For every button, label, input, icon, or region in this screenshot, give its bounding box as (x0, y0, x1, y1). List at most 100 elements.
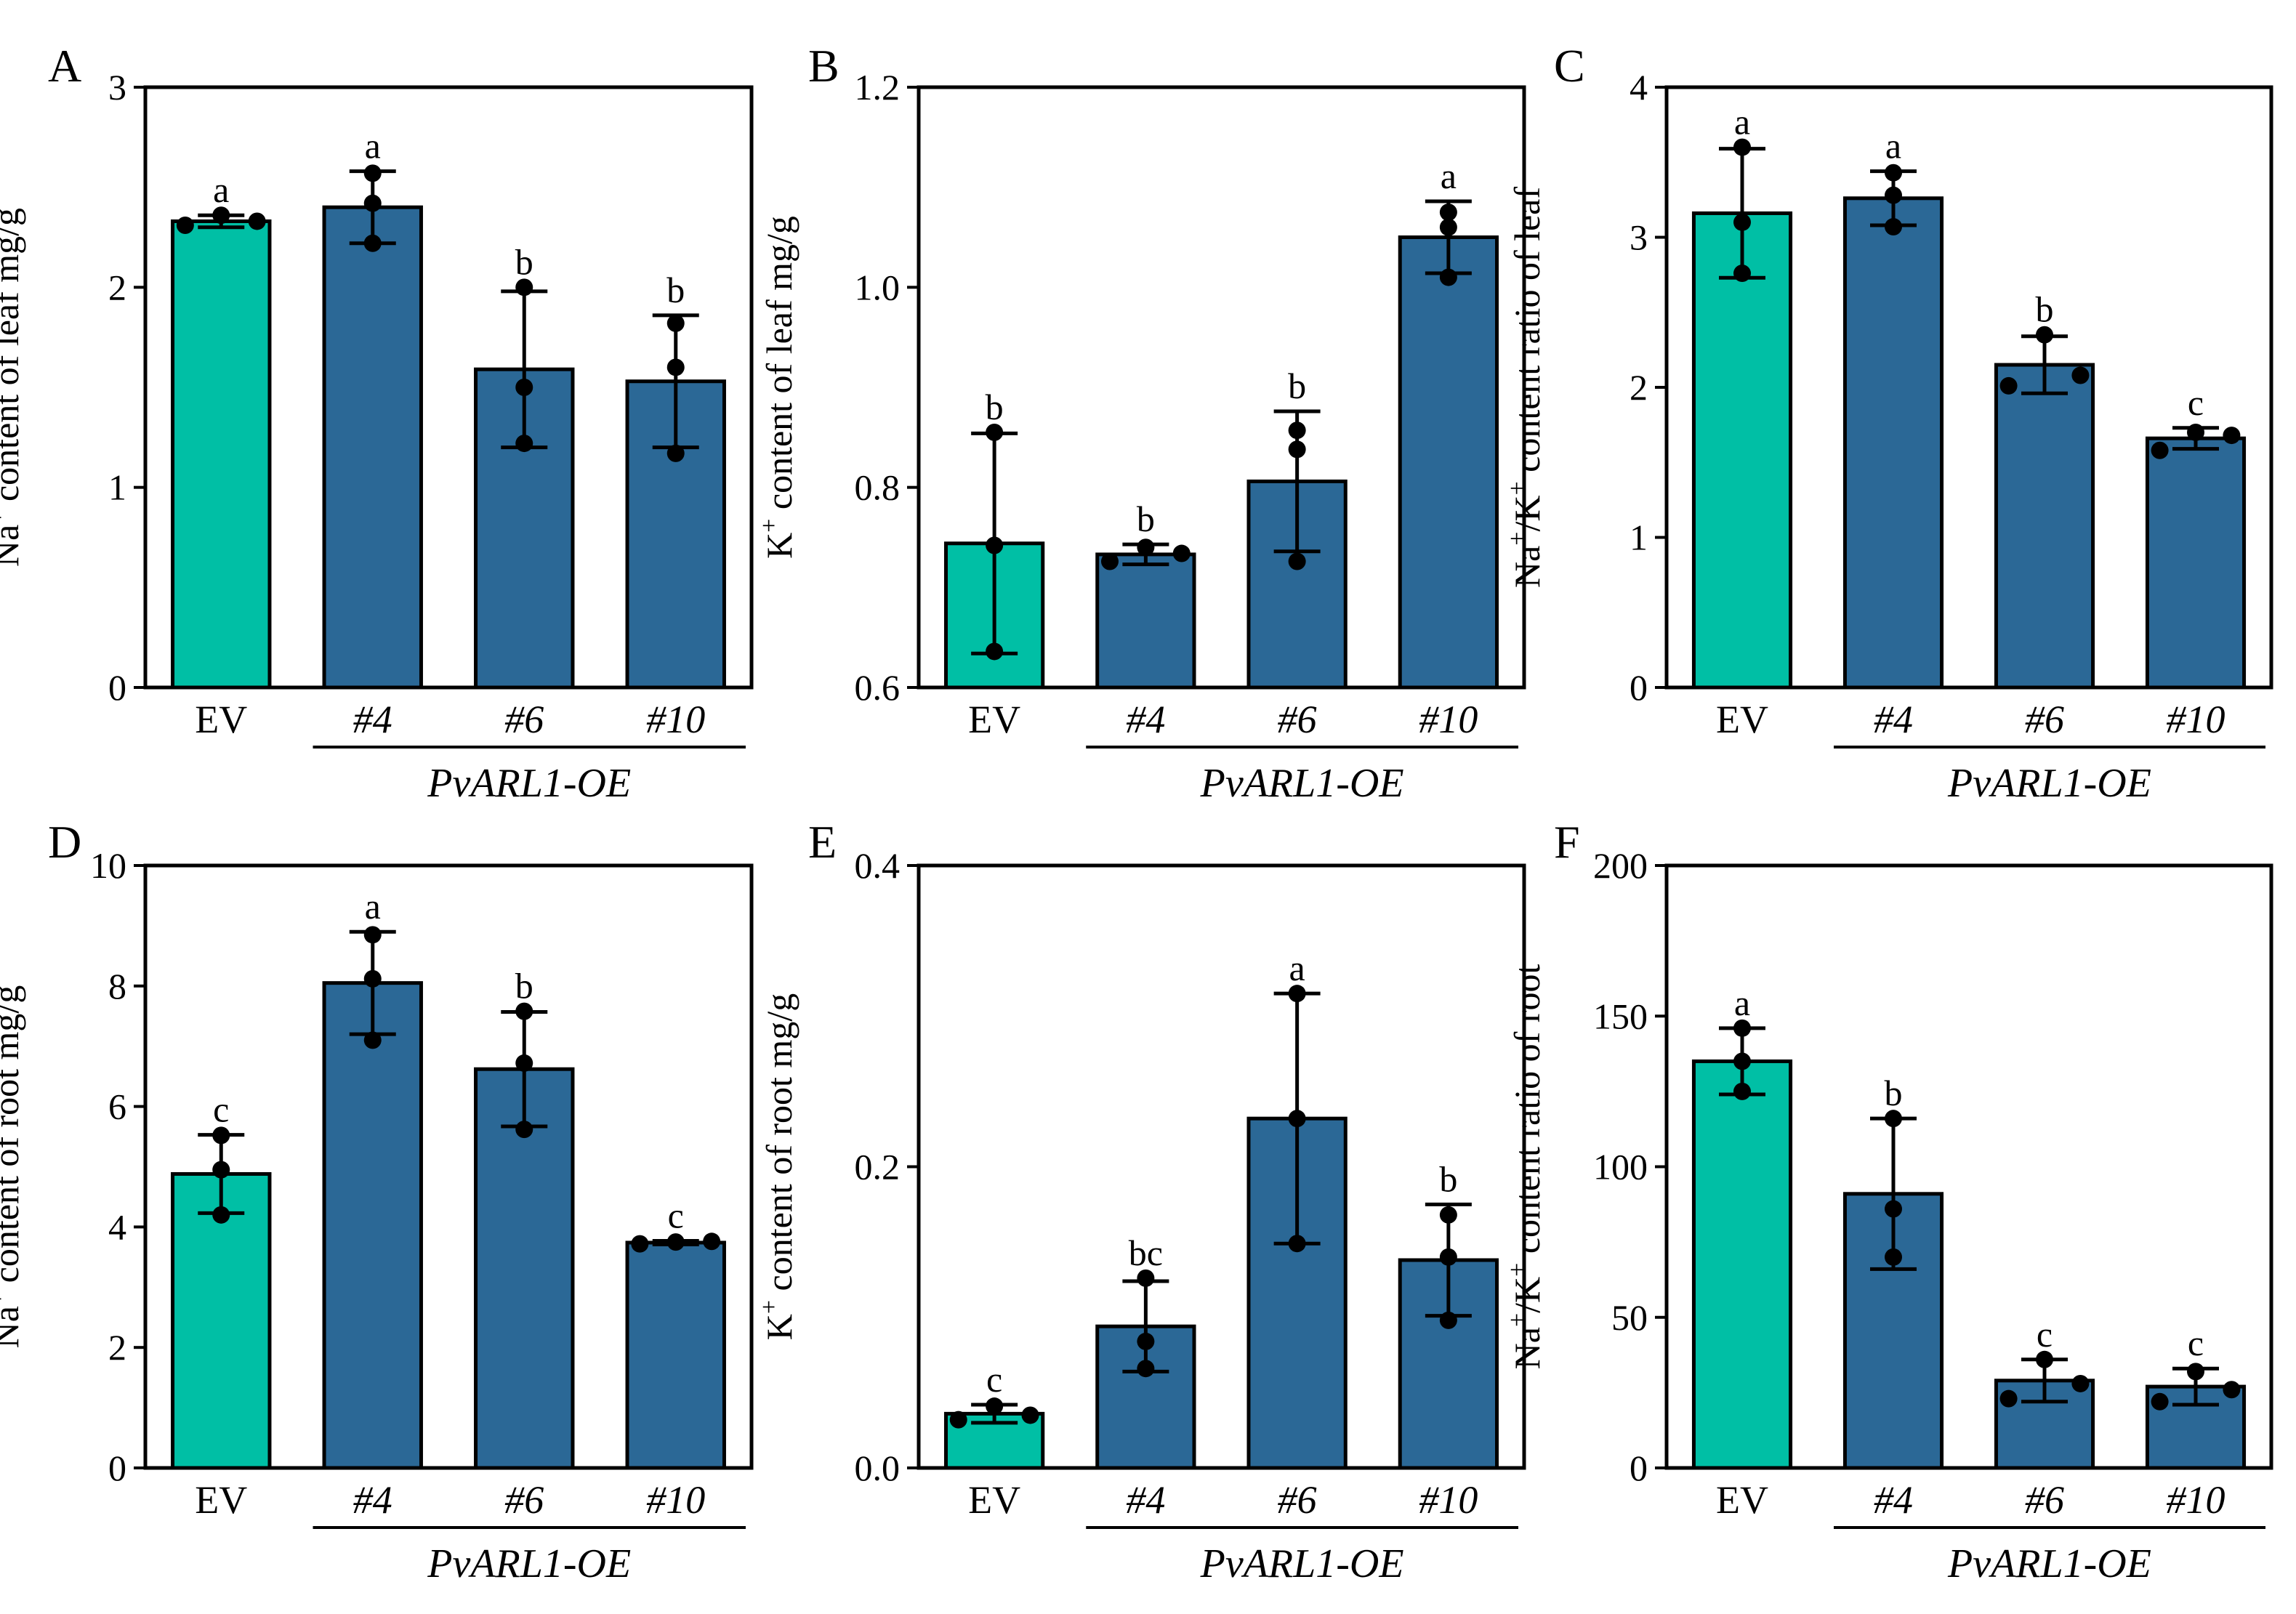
data-point (949, 1411, 967, 1429)
data-point (666, 1233, 685, 1251)
data-point (1999, 1389, 2018, 1408)
data-point (1885, 186, 1902, 204)
ylabel-superscript: + (756, 1300, 783, 1314)
significance-letter: a (1289, 948, 1305, 988)
data-point (1439, 268, 1457, 286)
category-label: EV (968, 1478, 1020, 1522)
ylabel-superscript: + (1504, 481, 1531, 495)
bar-f-0 (1691, 1059, 1793, 1470)
ylabel-text: /K (1507, 1277, 1547, 1313)
category-label: #10 (1419, 1478, 1478, 1522)
data-point (1172, 544, 1191, 562)
ylabel-text: Na (1507, 1327, 1547, 1369)
data-point (515, 278, 533, 296)
ylabel-superscript: + (1504, 1263, 1531, 1277)
category-label: EV (1716, 1478, 1768, 1522)
y-tick-label: 0 (1630, 1448, 1648, 1488)
category-label: #6 (504, 1478, 544, 1522)
data-point (515, 379, 533, 396)
data-point (1733, 213, 1751, 231)
group-label: PvARL1-OE (427, 761, 631, 806)
y-tick-label: 0.8 (855, 467, 901, 508)
data-point (2071, 366, 2090, 384)
data-point (986, 423, 1004, 441)
bar-b-3 (1398, 235, 1499, 690)
ylabel-superscript: + (0, 511, 9, 525)
plot-frame (1664, 863, 2273, 1470)
category-label: #4 (1874, 1478, 1913, 1522)
ylabel-text: K (759, 1314, 799, 1340)
ylabel-text: content of root mg/g (0, 985, 26, 1292)
data-point (1137, 1332, 1155, 1350)
category-label: #6 (2025, 698, 2064, 741)
panel-letter: D (48, 816, 81, 868)
ylabel-text: /K (1507, 496, 1547, 532)
data-point (2036, 1350, 2053, 1368)
ylabel-text: Na (0, 1306, 26, 1348)
category-label: #6 (2025, 1478, 2064, 1522)
ylabel-superscript: + (0, 1292, 9, 1306)
data-point (2071, 1374, 2090, 1392)
y-tick-label: 0 (108, 1448, 126, 1488)
y-tick-label: 0 (1630, 667, 1648, 708)
data-point (1885, 1200, 1902, 1218)
plot-frame (917, 863, 1526, 1470)
data-point (1288, 1110, 1306, 1128)
bar-a-1 (322, 205, 423, 690)
y-tick-label: 0.4 (855, 845, 901, 886)
data-point (1885, 218, 1902, 236)
significance-letter: c (213, 1089, 229, 1130)
bar-d-3 (625, 1240, 726, 1470)
y-axis-label: K+ content of root mg/g (756, 993, 799, 1340)
significance-letter: b (2036, 289, 2054, 330)
group-label: PvARL1-OE (1947, 1541, 2151, 1586)
y-tick-label: 1.2 (855, 67, 901, 108)
y-axis-label: Na+ content of root mg/g (0, 985, 26, 1349)
data-point (1439, 1248, 1457, 1266)
panel-letter: F (1554, 816, 1580, 868)
group-label: PvARL1-OE (1200, 1541, 1404, 1586)
significance-letter: b (1288, 366, 1306, 406)
bar-d-1 (322, 981, 423, 1470)
category-label: #10 (646, 1478, 705, 1522)
y-tick-label: 1 (1630, 517, 1648, 558)
data-point (1439, 218, 1457, 236)
data-point (666, 314, 685, 332)
data-point (363, 926, 382, 944)
panel-a: A 0 1 2 3 Na+ content of leaf mg/g a EV a #4 b #6 b #… (0, 40, 754, 806)
ylabel-text: Na (1507, 546, 1547, 588)
data-point (176, 216, 194, 234)
y-axis-label: Na+ content of leaf mg/g (0, 208, 26, 567)
data-point (1733, 1052, 1751, 1070)
bar-c-2 (1994, 363, 2095, 690)
y-tick-label: 2 (1630, 367, 1648, 408)
y-tick-label: 10 (90, 845, 126, 886)
bar-c-3 (2145, 436, 2247, 690)
category-label: #10 (2167, 1478, 2225, 1522)
data-point (1021, 1406, 1039, 1424)
significance-letter: a (1734, 982, 1750, 1023)
panel-letter: B (808, 40, 839, 92)
data-point (1100, 552, 1119, 570)
data-point (1288, 440, 1306, 459)
y-tick-label: 0.0 (855, 1448, 901, 1488)
plot-frame (917, 85, 1526, 690)
significance-letter: c (2188, 382, 2204, 423)
data-point (2151, 441, 2169, 459)
data-point (1733, 1082, 1751, 1100)
y-tick-label: 3 (108, 67, 126, 108)
data-point (515, 1121, 533, 1139)
data-point (2151, 1392, 2169, 1411)
data-point (1999, 376, 2018, 395)
significance-letter: b (1137, 499, 1155, 539)
data-point (1885, 164, 1902, 182)
bar-c-1 (1842, 196, 1944, 690)
significance-letter: a (1734, 102, 1750, 142)
y-tick-label: 4 (1630, 67, 1648, 108)
significance-letter: a (365, 886, 381, 927)
ylabel-text: Na (0, 525, 26, 567)
plot-frame (143, 85, 754, 690)
data-point (212, 1206, 230, 1224)
